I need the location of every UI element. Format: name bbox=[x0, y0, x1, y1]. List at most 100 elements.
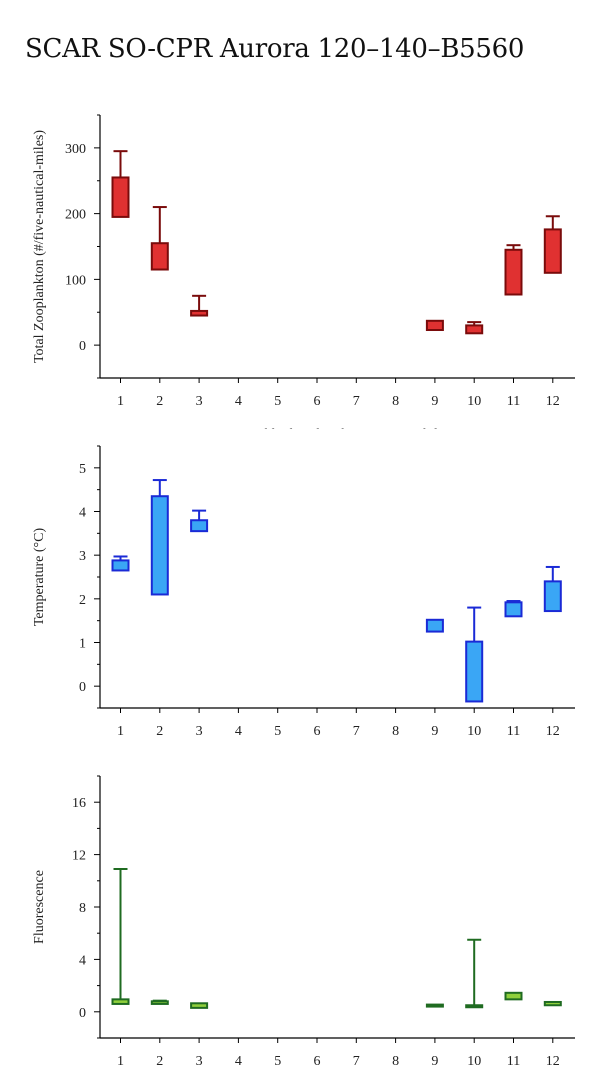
x-tick-label: 1 bbox=[117, 394, 124, 409]
x-tick-label: 10 bbox=[467, 724, 481, 739]
box-rect bbox=[425, 319, 444, 332]
x-tick-label: 2 bbox=[156, 724, 163, 739]
box-month-2 bbox=[150, 999, 169, 1005]
box-month-10 bbox=[465, 938, 484, 1009]
box-rect bbox=[425, 1003, 444, 1008]
box-month-3 bbox=[190, 294, 209, 317]
y-axis-title: Total Zooplankton (#/five-nautical-miles… bbox=[32, 130, 47, 363]
x-tick-label: 8 bbox=[392, 394, 399, 409]
y-tick-label: 0 bbox=[79, 680, 86, 695]
box-month-3 bbox=[190, 1002, 209, 1009]
x-tick-label: 7 bbox=[353, 724, 360, 739]
x-tick-label: 5 bbox=[274, 1054, 281, 1069]
x-tick-label: 9 bbox=[431, 724, 438, 739]
box-rect bbox=[504, 601, 523, 618]
x-tick-label: 5 bbox=[274, 724, 281, 739]
x-tick-label: 3 bbox=[196, 394, 203, 409]
y-tick-label: 8 bbox=[79, 901, 86, 916]
x-tick-label: 3 bbox=[196, 1054, 203, 1069]
x-tick-label: 8 bbox=[392, 1054, 399, 1069]
box-rect bbox=[543, 580, 562, 613]
box-rect bbox=[504, 248, 523, 296]
box-month-9 bbox=[425, 618, 444, 633]
x-tick-label: 4 bbox=[235, 394, 242, 409]
box-rect bbox=[465, 324, 484, 335]
box-month-9 bbox=[425, 319, 444, 332]
y-tick-label: 4 bbox=[79, 506, 86, 521]
x-tick-label: 4 bbox=[235, 1054, 242, 1069]
box-rect bbox=[150, 242, 169, 271]
x-axis-title: Monthly data distribution & variability bbox=[234, 757, 453, 772]
box-month-10 bbox=[465, 606, 484, 703]
x-tick-label: 6 bbox=[314, 724, 321, 739]
y-tick-label: 300 bbox=[65, 142, 86, 157]
box-month-12 bbox=[543, 215, 562, 274]
x-tick-label: 7 bbox=[353, 394, 360, 409]
x-tick-label: 1 bbox=[117, 724, 124, 739]
x-tick-label: 7 bbox=[353, 1054, 360, 1069]
box-month-12 bbox=[543, 1000, 562, 1007]
box-month-9 bbox=[425, 1003, 444, 1008]
x-tick-label: 12 bbox=[546, 1054, 560, 1069]
box-month-3 bbox=[190, 509, 209, 533]
box-rect bbox=[150, 495, 169, 596]
x-tick-label: 4 bbox=[235, 724, 242, 739]
x-tick-label: 8 bbox=[392, 724, 399, 739]
x-tick-label: 5 bbox=[274, 394, 281, 409]
box-rect bbox=[111, 176, 130, 218]
box-month-1 bbox=[111, 150, 130, 218]
box-rect bbox=[190, 519, 209, 533]
box-month-11 bbox=[504, 991, 523, 1001]
x-tick-label: 12 bbox=[546, 394, 560, 409]
box-rect bbox=[190, 309, 209, 317]
y-tick-label: 0 bbox=[79, 339, 86, 354]
box-rect bbox=[504, 991, 523, 1001]
x-tick-label: 2 bbox=[156, 1054, 163, 1069]
x-tick-label: 11 bbox=[507, 724, 520, 739]
box-rect bbox=[543, 1000, 562, 1007]
y-tick-label: 1 bbox=[79, 637, 86, 652]
box-month-1 bbox=[111, 555, 130, 572]
x-tick-label: 6 bbox=[314, 394, 321, 409]
box-rect bbox=[425, 618, 444, 633]
chart-panel-3: 0481216123456789101112FluorescenceMonthl… bbox=[32, 775, 575, 1069]
x-tick-label: 2 bbox=[156, 394, 163, 409]
x-tick-label: 9 bbox=[431, 394, 438, 409]
x-tick-label: 9 bbox=[431, 1054, 438, 1069]
box-rect bbox=[150, 1000, 169, 1005]
box-rect bbox=[465, 1004, 484, 1009]
page-title: SCAR SO-CPR Aurora 120–140–B5560 bbox=[25, 34, 525, 64]
y-tick-label: 4 bbox=[79, 953, 86, 968]
x-tick-label: 1 bbox=[117, 1054, 124, 1069]
y-tick-label: 100 bbox=[65, 273, 86, 288]
y-tick-label: 12 bbox=[72, 849, 86, 864]
box-month-11 bbox=[504, 244, 523, 296]
y-axis-title: Temperature (°C) bbox=[32, 528, 47, 627]
x-tick-label: 11 bbox=[507, 394, 520, 409]
box-month-2 bbox=[150, 479, 169, 596]
box-rect bbox=[190, 1002, 209, 1009]
x-tick-label: 3 bbox=[196, 724, 203, 739]
box-month-10 bbox=[465, 321, 484, 335]
box-month-2 bbox=[150, 206, 169, 271]
y-tick-label: 0 bbox=[79, 1006, 86, 1021]
box-rect bbox=[465, 640, 484, 703]
x-tick-label: 11 bbox=[507, 1054, 520, 1069]
x-tick-label: 12 bbox=[546, 724, 560, 739]
box-rect bbox=[111, 559, 130, 572]
box-month-12 bbox=[543, 565, 562, 613]
x-tick-label: 10 bbox=[467, 1054, 481, 1069]
box-month-1 bbox=[111, 868, 130, 1005]
x-axis-title: Monthly data distribution & variability bbox=[234, 427, 453, 442]
y-tick-label: 3 bbox=[79, 549, 86, 564]
y-tick-label: 16 bbox=[72, 796, 86, 811]
y-tick-label: 5 bbox=[79, 462, 86, 477]
x-tick-label: 10 bbox=[467, 394, 481, 409]
box-rect bbox=[543, 228, 562, 274]
y-tick-label: 2 bbox=[79, 593, 86, 608]
box-month-11 bbox=[504, 600, 523, 618]
x-tick-label: 6 bbox=[314, 1054, 321, 1069]
